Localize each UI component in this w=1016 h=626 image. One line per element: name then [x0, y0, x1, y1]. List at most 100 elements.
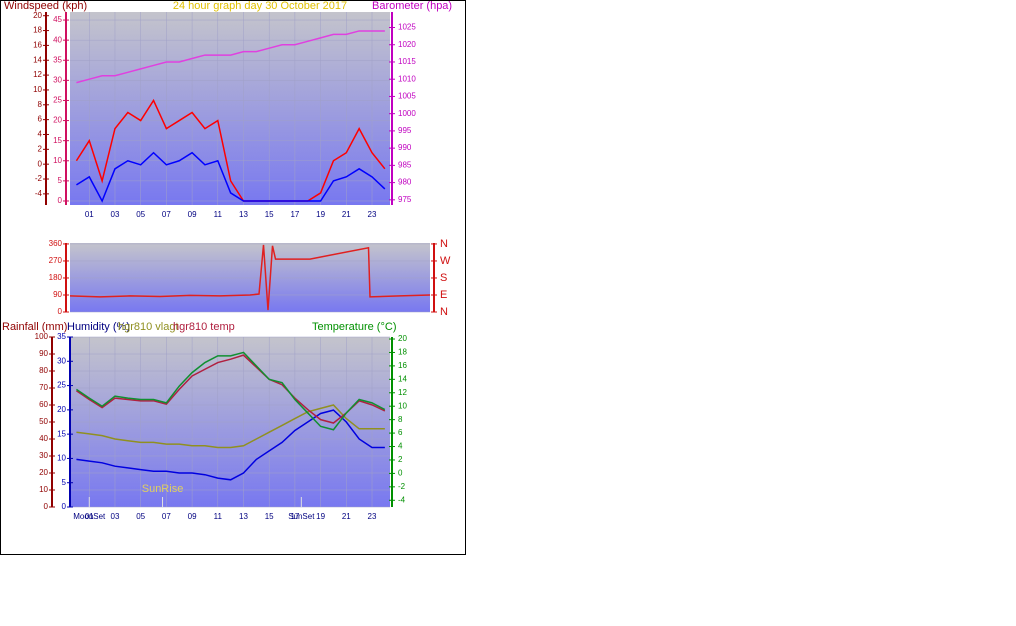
series-line — [76, 409, 385, 481]
y-tick-label: 100 — [35, 332, 49, 341]
y3-label: Humidity (%) — [67, 321, 130, 333]
annotation: MoonSet — [73, 512, 106, 521]
y-tick-label: 25 — [57, 381, 66, 390]
y-tick-label: 0 — [44, 502, 49, 511]
x-tick-label: 13 — [239, 512, 248, 521]
y-tick-label: 5 — [62, 478, 67, 487]
annotation: SunSet — [288, 512, 315, 521]
y-tick-label: 40 — [39, 434, 48, 443]
y-tick-label: 8 — [38, 100, 43, 109]
y-tick-label: -4 — [35, 189, 43, 198]
y-tick-label: 12 — [33, 70, 42, 79]
y-tick-label: N — [440, 306, 448, 318]
x-tick-label: 07 — [162, 512, 171, 521]
x-tick-label: 19 — [316, 210, 325, 219]
y-tick-label: -2 — [35, 174, 43, 183]
annotation: SunRise — [142, 483, 184, 495]
y-tick-label: 6 — [398, 428, 403, 437]
y-tick-label: 14 — [398, 374, 407, 383]
x-tick-label: 17 — [290, 210, 299, 219]
x-tick-label: 15 — [265, 210, 274, 219]
y-tick-label: 1015 — [398, 57, 416, 66]
y-tick-label: 990 — [398, 143, 412, 152]
x-tick-label: 01 — [85, 210, 94, 219]
y-tick-label: 90 — [39, 349, 48, 358]
y-tick-label: 1000 — [398, 109, 416, 118]
y-tick-label: 0 — [398, 469, 403, 478]
y-tick-label: 1020 — [398, 40, 416, 49]
y-tick-label: 15 — [57, 429, 66, 438]
y-tick-label: 20 — [39, 468, 48, 477]
y-tick-label: 10 — [53, 156, 62, 165]
y-tick-label: 30 — [53, 75, 62, 84]
y-label: Windspeed (kph) — [4, 0, 87, 12]
y-tick-label: 270 — [49, 256, 63, 265]
y2-label: Temperature (°C) — [312, 321, 396, 333]
y-tick-label: -2 — [398, 482, 406, 491]
series-line — [76, 351, 386, 431]
y-tick-label: 30 — [39, 451, 48, 460]
plot-area — [70, 243, 430, 312]
y-tick-label: 20 — [398, 334, 407, 343]
x-tick-label: 19 — [316, 512, 325, 521]
y-tick-label: 16 — [33, 41, 42, 50]
x-tick-label: 17 — [290, 512, 299, 521]
y-tick-label: 2 — [38, 144, 43, 153]
plot-area — [70, 12, 390, 205]
y-tick-label: 10 — [39, 485, 48, 494]
y-tick-label: 15 — [53, 136, 62, 145]
x-tick-label: 03 — [111, 210, 120, 219]
y-tick-label: 18 — [398, 348, 407, 357]
x-tick-label: 21 — [342, 210, 351, 219]
y-tick-label: 25 — [53, 96, 62, 105]
y-tick-label: 6 — [38, 115, 43, 124]
y-tick-label: 975 — [398, 195, 412, 204]
y-tick-label: 980 — [398, 178, 412, 187]
y-tick-label: 20 — [33, 11, 42, 20]
y-tick-label: 20 — [53, 116, 62, 125]
y-tick-label: 995 — [398, 126, 412, 135]
x-tick-label: 15 — [265, 512, 274, 521]
x-tick-label: 09 — [188, 210, 197, 219]
series-line — [75, 98, 386, 202]
y-tick-label: 20 — [57, 405, 66, 414]
y-tick-label: 8 — [398, 415, 403, 424]
x-tick-label: 05 — [136, 512, 145, 521]
y-tick-label: 45 — [53, 15, 62, 24]
y-tick-label: 4 — [398, 442, 403, 451]
y-tick-label: 0 — [62, 502, 67, 511]
x-tick-label: 11 — [214, 210, 223, 219]
y-tick-label: 18 — [33, 26, 42, 35]
y-tick-label: 985 — [398, 160, 412, 169]
y-tick-label: 14 — [33, 55, 42, 64]
y-tick-label: 0 — [38, 159, 43, 168]
x-tick-label: 23 — [368, 210, 377, 219]
y-tick-label: 4 — [38, 130, 43, 139]
y-tick-label: 40 — [53, 35, 62, 44]
y-tick-label: 10 — [398, 401, 407, 410]
y-tick-label: 12 — [398, 388, 407, 397]
y-tick-label: 10 — [33, 85, 42, 94]
title: 24 hour graph day 30 October 2017 — [173, 0, 347, 12]
x-tick-label: 03 — [111, 512, 120, 521]
y-tick-label: N — [440, 238, 448, 250]
x-tick-label: 01 — [85, 512, 94, 521]
y-tick-label: 50 — [39, 417, 48, 426]
y-tick-label: 60 — [39, 400, 48, 409]
y-tick-label: 5 — [58, 176, 63, 185]
y-tick-label: W — [440, 255, 451, 267]
y-tick-label: E — [440, 289, 447, 301]
y-tick-label: 1010 — [398, 74, 416, 83]
y-tick-label: 1005 — [398, 92, 416, 101]
y-tick-label: 90 — [53, 290, 62, 299]
y-tick-label: 2 — [398, 455, 403, 464]
y2-label: Barometer (hpa) — [372, 0, 452, 12]
y-tick-label: S — [440, 272, 447, 284]
x-tick-label: 09 — [188, 512, 197, 521]
series-line — [76, 151, 386, 203]
x-tick-label: 05 — [136, 210, 145, 219]
x-tick-label: 07 — [162, 210, 171, 219]
legend-entry: hgr810 vlagt — [118, 321, 179, 333]
